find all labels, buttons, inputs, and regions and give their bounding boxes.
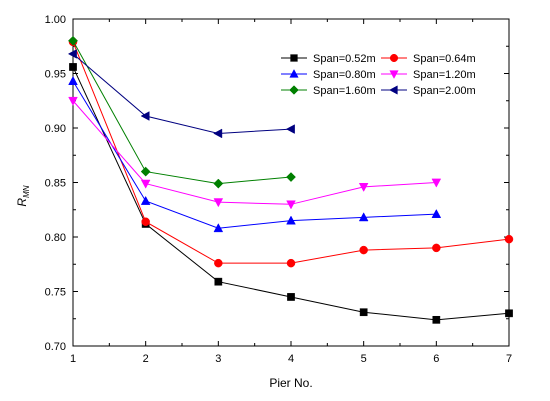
series-6 <box>67 49 295 139</box>
legend-item: Span=0.52m <box>281 53 376 65</box>
legend-label: Span=0.52m <box>313 53 376 65</box>
data-point <box>214 258 223 268</box>
legend-marker <box>389 70 399 79</box>
data-point <box>432 315 441 324</box>
legend-item: Span=2.00m <box>381 85 476 97</box>
legend-label: Span=0.64m <box>413 53 476 65</box>
data-point <box>68 76 78 85</box>
legend-marker <box>389 85 398 95</box>
data-point <box>286 258 296 268</box>
legend-label: Span=1.20m <box>413 69 476 81</box>
y-axis-title-main: R <box>15 198 29 207</box>
legend-label: Span=2.00m <box>413 85 476 97</box>
y-axis-title: RMN <box>15 185 31 206</box>
data-point <box>286 172 296 183</box>
data-point <box>141 217 150 226</box>
data-point <box>214 277 223 286</box>
x-tick-label: 2 <box>143 353 149 365</box>
data-point <box>286 215 296 225</box>
y-tick-label: 0.80 <box>45 232 66 244</box>
data-point <box>358 183 369 192</box>
data-point <box>67 49 77 59</box>
legend-marker <box>389 53 399 63</box>
series-line <box>72 100 437 205</box>
y-tick-label: 0.90 <box>45 123 66 135</box>
data-point <box>213 178 224 189</box>
series-4 <box>68 96 442 210</box>
data-point <box>285 124 295 134</box>
y-tick-label: 0.75 <box>45 287 66 299</box>
x-tick-label: 3 <box>215 353 221 365</box>
data-point <box>358 212 369 222</box>
x-tick-label: 7 <box>506 353 512 365</box>
data-point <box>287 293 295 301</box>
data-point <box>213 198 224 208</box>
series-layer <box>67 35 514 324</box>
data-point <box>213 128 223 139</box>
x-tick-label: 4 <box>288 353 294 365</box>
y-axis: 0.70 0.75 0.80 0.85 0.90 0.95 1.00 <box>45 14 509 353</box>
x-tick-label: 6 <box>433 353 439 365</box>
y-tick-label: 0.70 <box>45 341 66 353</box>
data-point <box>68 35 78 46</box>
x-axis: 1 2 3 4 5 6 7 <box>70 19 512 365</box>
data-point <box>140 179 151 189</box>
series-line <box>72 40 292 185</box>
series-line <box>72 66 510 321</box>
series-line <box>72 53 292 134</box>
legend-marker <box>289 69 299 78</box>
y-tick-label: 0.95 <box>45 69 66 81</box>
legend-label: Span=0.80m <box>313 69 376 81</box>
x-axis-title: Pier No. <box>269 376 312 390</box>
data-point <box>359 308 368 317</box>
x-tick-label: 1 <box>70 353 76 365</box>
data-point <box>432 243 441 253</box>
data-point <box>431 208 442 218</box>
x-tick-label: 5 <box>361 353 367 365</box>
legend-item: Span=0.64m <box>381 53 476 65</box>
data-point <box>140 195 151 205</box>
y-tick-label: 1.00 <box>45 14 66 26</box>
data-point <box>140 166 151 177</box>
y-axis-title-sub: MN <box>22 185 31 198</box>
y-tick-label: 0.85 <box>45 178 66 190</box>
series-1 <box>69 63 513 324</box>
legend: Span=0.52m Span=0.64m Span=0.80m Span=1.20m… <box>281 53 476 97</box>
series-5 <box>68 35 296 189</box>
legend-item: Span=0.80m <box>281 69 376 81</box>
legend-item: Span=1.60m <box>281 85 376 97</box>
data-point <box>213 223 224 233</box>
legend-marker <box>290 54 298 62</box>
legend-label: Span=1.60m <box>313 85 376 97</box>
data-point <box>68 96 78 106</box>
data-point <box>504 234 514 244</box>
data-point <box>359 245 368 255</box>
data-point <box>140 111 150 121</box>
data-point <box>286 200 296 210</box>
data-point <box>431 178 442 188</box>
series-line <box>72 80 437 229</box>
data-point <box>69 63 77 71</box>
legend-item: Span=1.20m <box>381 69 476 81</box>
series-3 <box>68 76 442 233</box>
data-point <box>505 309 513 318</box>
legend-marker <box>289 85 299 95</box>
